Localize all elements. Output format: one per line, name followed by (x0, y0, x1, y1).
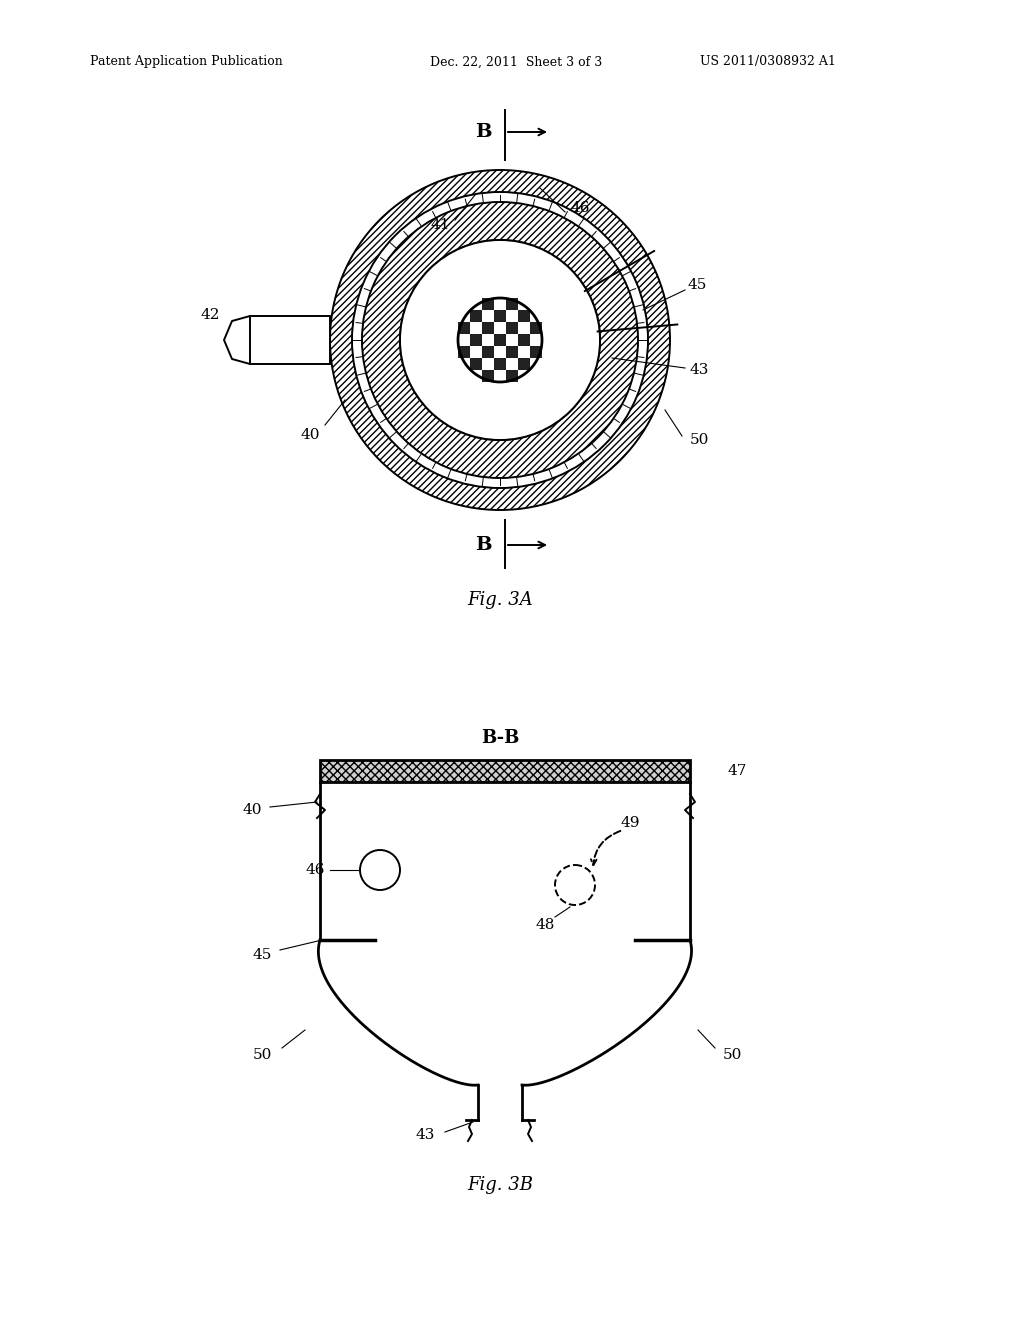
Bar (458, 346, 470, 358)
Text: 42: 42 (201, 308, 220, 322)
Circle shape (458, 298, 542, 381)
Bar (518, 310, 530, 322)
Text: 46: 46 (305, 863, 325, 876)
Circle shape (360, 850, 400, 890)
Text: 50: 50 (690, 433, 710, 447)
Text: 45: 45 (688, 279, 708, 292)
Text: 48: 48 (536, 917, 555, 932)
Bar (482, 346, 494, 358)
Bar (530, 346, 542, 358)
Text: 47: 47 (728, 764, 748, 777)
Text: US 2011/0308932 A1: US 2011/0308932 A1 (700, 55, 836, 69)
Text: Patent Application Publication: Patent Application Publication (90, 55, 283, 69)
Bar (470, 310, 482, 322)
Circle shape (555, 865, 595, 906)
Bar (470, 334, 482, 346)
Bar (482, 298, 494, 310)
Bar (494, 358, 506, 370)
Text: 49: 49 (621, 816, 640, 830)
Text: 40: 40 (243, 803, 262, 817)
Bar (506, 370, 518, 381)
Bar (518, 358, 530, 370)
Text: Fig. 3B: Fig. 3B (467, 1176, 534, 1195)
Bar (494, 310, 506, 322)
Bar (506, 298, 518, 310)
Text: 45: 45 (252, 948, 271, 962)
Bar (482, 322, 494, 334)
Bar (458, 322, 470, 334)
Text: Fig. 3A: Fig. 3A (467, 591, 532, 609)
Bar (494, 334, 506, 346)
Bar (319, 760, 690, 781)
Bar (250, 315, 330, 364)
Bar (506, 322, 518, 334)
Bar (518, 334, 530, 346)
Text: 40: 40 (300, 428, 319, 442)
Text: 43: 43 (416, 1129, 434, 1142)
Text: 43: 43 (690, 363, 710, 378)
Text: Dec. 22, 2011  Sheet 3 of 3: Dec. 22, 2011 Sheet 3 of 3 (430, 55, 602, 69)
Bar (482, 370, 494, 381)
Bar (530, 322, 542, 334)
Bar (470, 358, 482, 370)
Text: B: B (475, 536, 492, 554)
Text: 41: 41 (430, 218, 450, 232)
Text: B-B: B-B (481, 729, 519, 747)
Text: 50: 50 (722, 1048, 741, 1063)
Text: 46: 46 (570, 201, 590, 215)
Text: B: B (475, 123, 492, 141)
Bar (506, 346, 518, 358)
Text: 50: 50 (252, 1048, 271, 1063)
Circle shape (400, 240, 600, 440)
